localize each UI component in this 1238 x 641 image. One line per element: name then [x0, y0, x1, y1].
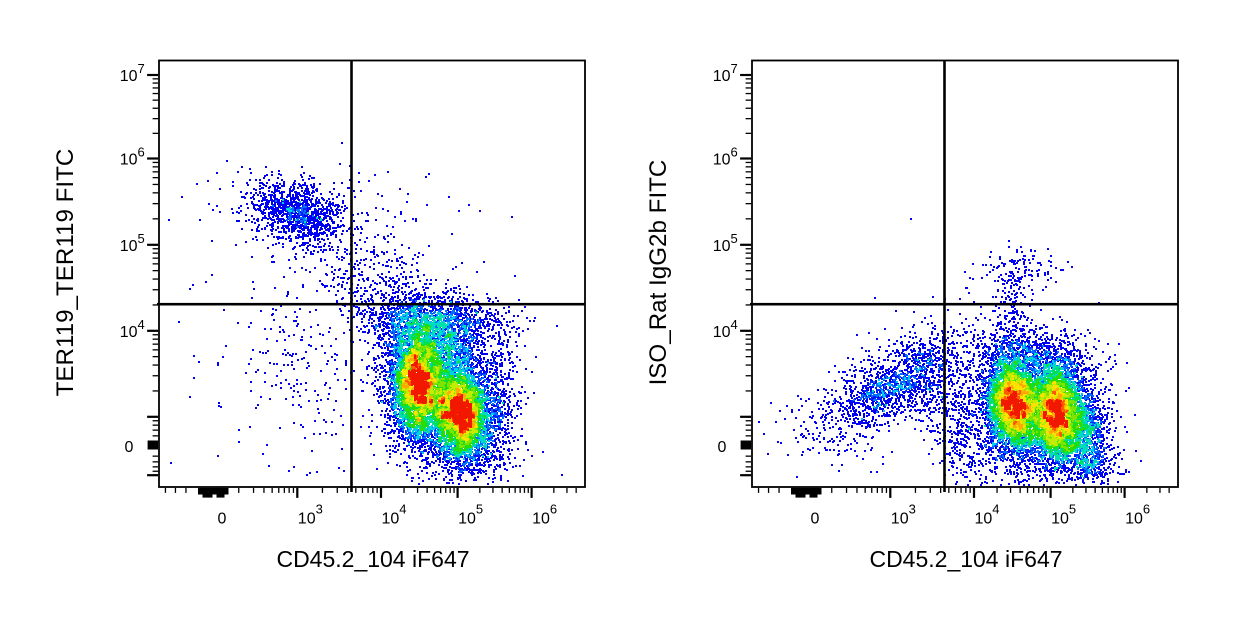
svg-text:5: 5: [731, 231, 738, 246]
svg-text:6: 6: [138, 145, 145, 160]
svg-text:10: 10: [120, 238, 138, 255]
svg-text:10: 10: [120, 324, 138, 341]
svg-text:4: 4: [731, 317, 738, 332]
svg-text:CD45.2_104 iF647: CD45.2_104 iF647: [869, 546, 1062, 572]
svg-text:10: 10: [120, 68, 138, 85]
svg-text:0: 0: [218, 511, 227, 528]
svg-text:0: 0: [125, 439, 134, 456]
svg-text:6: 6: [731, 145, 738, 160]
svg-text:10: 10: [713, 152, 731, 169]
svg-text:0: 0: [811, 511, 820, 528]
svg-text:CD45.2_104 iF647: CD45.2_104 iF647: [276, 546, 469, 572]
svg-text:10: 10: [713, 68, 731, 85]
svg-text:7: 7: [731, 61, 738, 76]
svg-text:10: 10: [120, 152, 138, 169]
svg-text:10: 10: [713, 324, 731, 341]
svg-text:ISO_Rat IgG2b FITC: ISO_Rat IgG2b FITC: [645, 160, 672, 386]
svg-text:TER119_TER119 FITC: TER119_TER119 FITC: [52, 149, 79, 397]
svg-text:5: 5: [138, 231, 145, 246]
svg-text:10: 10: [713, 238, 731, 255]
svg-text:7: 7: [138, 61, 145, 76]
svg-text:0: 0: [718, 439, 727, 456]
svg-text:4: 4: [138, 317, 145, 332]
